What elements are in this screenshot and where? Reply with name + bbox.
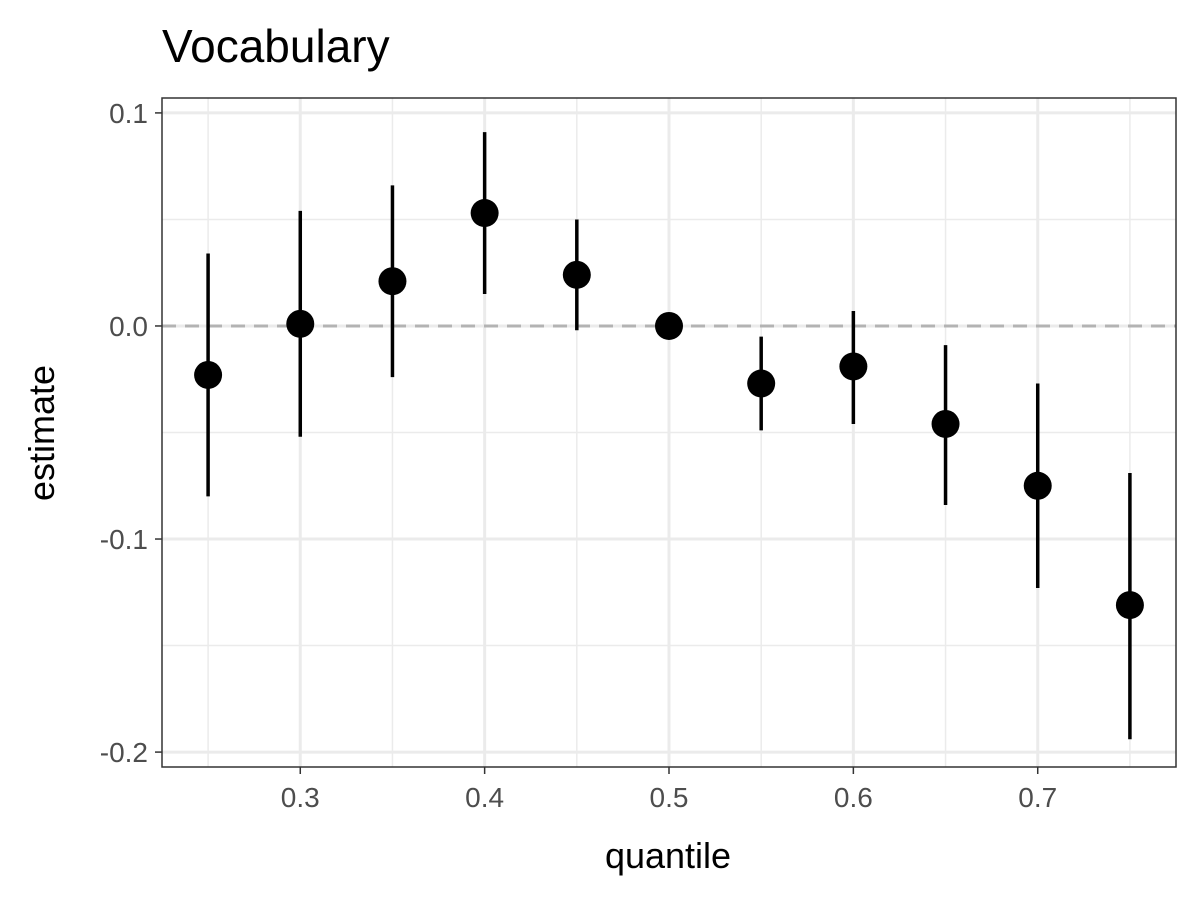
x-tick-label-1: 0.4 xyxy=(465,782,504,813)
chart-title: Vocabulary xyxy=(162,20,390,72)
y-tick-label-3: -0.2 xyxy=(100,737,148,768)
data-point-2 xyxy=(378,267,407,296)
x-tick-label-0: 0.3 xyxy=(281,782,320,813)
data-point-9 xyxy=(1023,471,1052,500)
data-points xyxy=(194,199,1144,620)
data-point-5 xyxy=(655,311,683,340)
data-point-3 xyxy=(470,199,499,228)
y-tick-label-2: -0.1 xyxy=(100,524,148,555)
data-point-6 xyxy=(747,369,776,398)
data-point-0 xyxy=(194,360,223,389)
x-axis-title: quantile xyxy=(605,835,731,876)
y-tick-label-0: 0.1 xyxy=(109,98,148,129)
data-point-10 xyxy=(1115,591,1144,620)
x-tick-label-4: 0.7 xyxy=(1018,782,1057,813)
y-axis-ticks: 0.1 0.0 -0.1 -0.2 xyxy=(100,98,162,768)
x-axis-ticks: 0.3 0.4 0.5 0.6 0.7 xyxy=(281,767,1057,813)
x-tick-label-2: 0.5 xyxy=(650,782,689,813)
data-point-8 xyxy=(931,409,960,438)
data-point-7 xyxy=(839,352,868,381)
y-axis-title: estimate xyxy=(21,365,62,501)
x-tick-label-3: 0.6 xyxy=(834,782,873,813)
data-point-1 xyxy=(286,309,315,338)
data-point-4 xyxy=(562,260,591,289)
y-tick-label-1: 0.0 xyxy=(109,311,148,342)
